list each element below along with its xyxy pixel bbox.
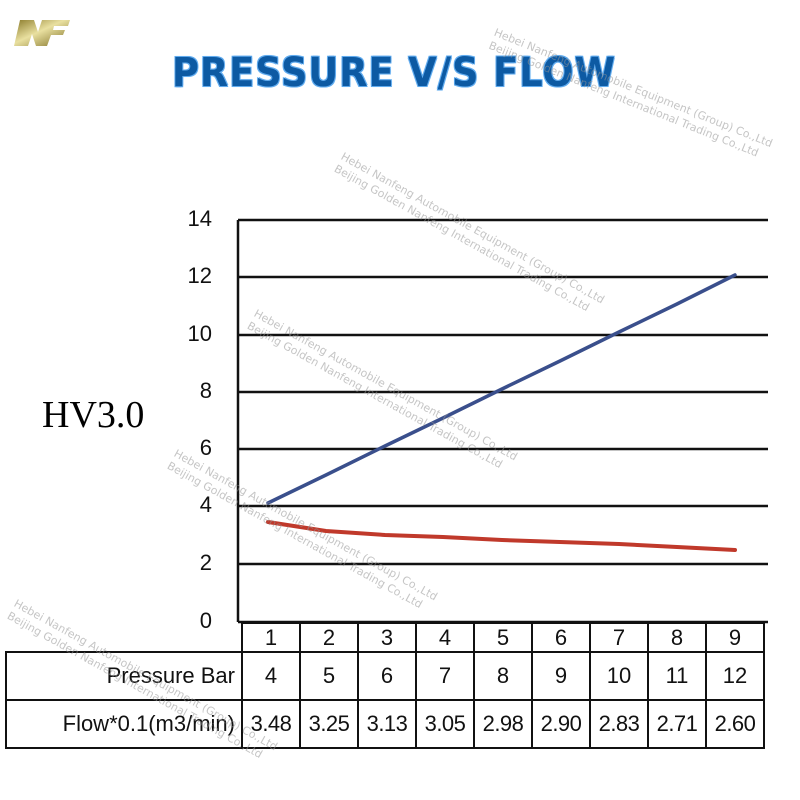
y-tick-12: 12 — [187, 263, 212, 288]
data-table: 1 2 3 4 5 6 7 8 9 Pressure Bar 4 5 6 7 8… — [5, 622, 765, 749]
index-cell: 5 — [473, 622, 533, 653]
row-label-flow: Flow*0.1(m3/min) — [5, 699, 243, 749]
pressure-cell: 11 — [647, 651, 707, 701]
index-cell: 7 — [589, 622, 649, 653]
index-cell: 6 — [531, 622, 591, 653]
index-cell: 3 — [357, 622, 417, 653]
index-cell: 8 — [647, 622, 707, 653]
y-tick-8: 8 — [199, 378, 212, 403]
table-row-pressure: Pressure Bar 4 5 6 7 8 9 10 11 12 — [5, 651, 765, 701]
flow-cell: 3.48 — [241, 699, 301, 749]
pressure-cell: 9 — [531, 651, 591, 701]
model-label: HV3.0 — [42, 394, 145, 436]
nf-logo-icon — [14, 20, 70, 46]
pressure-series-line — [266, 273, 737, 505]
flow-cell: 2.98 — [473, 699, 533, 749]
pressure-cell: 10 — [589, 651, 649, 701]
pressure-cell: 8 — [473, 651, 533, 701]
y-tick-10: 10 — [187, 321, 212, 346]
index-cell: 9 — [705, 622, 765, 653]
pressure-cell: 5 — [299, 651, 359, 701]
flow-cell: 3.25 — [299, 699, 359, 749]
flow-cell: 2.90 — [531, 699, 591, 749]
flow-cell: 2.60 — [705, 699, 765, 749]
gridlines — [238, 218, 768, 624]
flow-cell: 3.05 — [415, 699, 475, 749]
flow-cell: 2.71 — [647, 699, 707, 749]
pressure-cell: 4 — [241, 651, 301, 701]
y-tick-14: 14 — [187, 206, 212, 231]
index-cell: 4 — [415, 622, 475, 653]
flow-cell: 2.83 — [589, 699, 649, 749]
pressure-cell: 12 — [705, 651, 765, 701]
y-tick-2: 2 — [199, 550, 212, 575]
index-cell: 1 — [241, 622, 301, 653]
flow-series-line — [266, 520, 737, 552]
y-tick-4: 4 — [199, 492, 212, 517]
flow-cell: 3.13 — [357, 699, 417, 749]
table-corner-cell — [6, 623, 243, 652]
y-tick-6: 6 — [199, 435, 212, 460]
pressure-cell: 6 — [357, 651, 417, 701]
row-label-pressure: Pressure Bar — [5, 651, 243, 701]
table-row-flow: Flow*0.1(m3/min) 3.48 3.25 3.13 3.05 2.9… — [5, 699, 765, 749]
table-index-row: 1 2 3 4 5 6 7 8 9 — [6, 622, 765, 653]
pressure-cell: 7 — [415, 651, 475, 701]
index-cell: 2 — [299, 622, 359, 653]
chart-title: PRESSURE V/S FLOW — [172, 50, 617, 96]
